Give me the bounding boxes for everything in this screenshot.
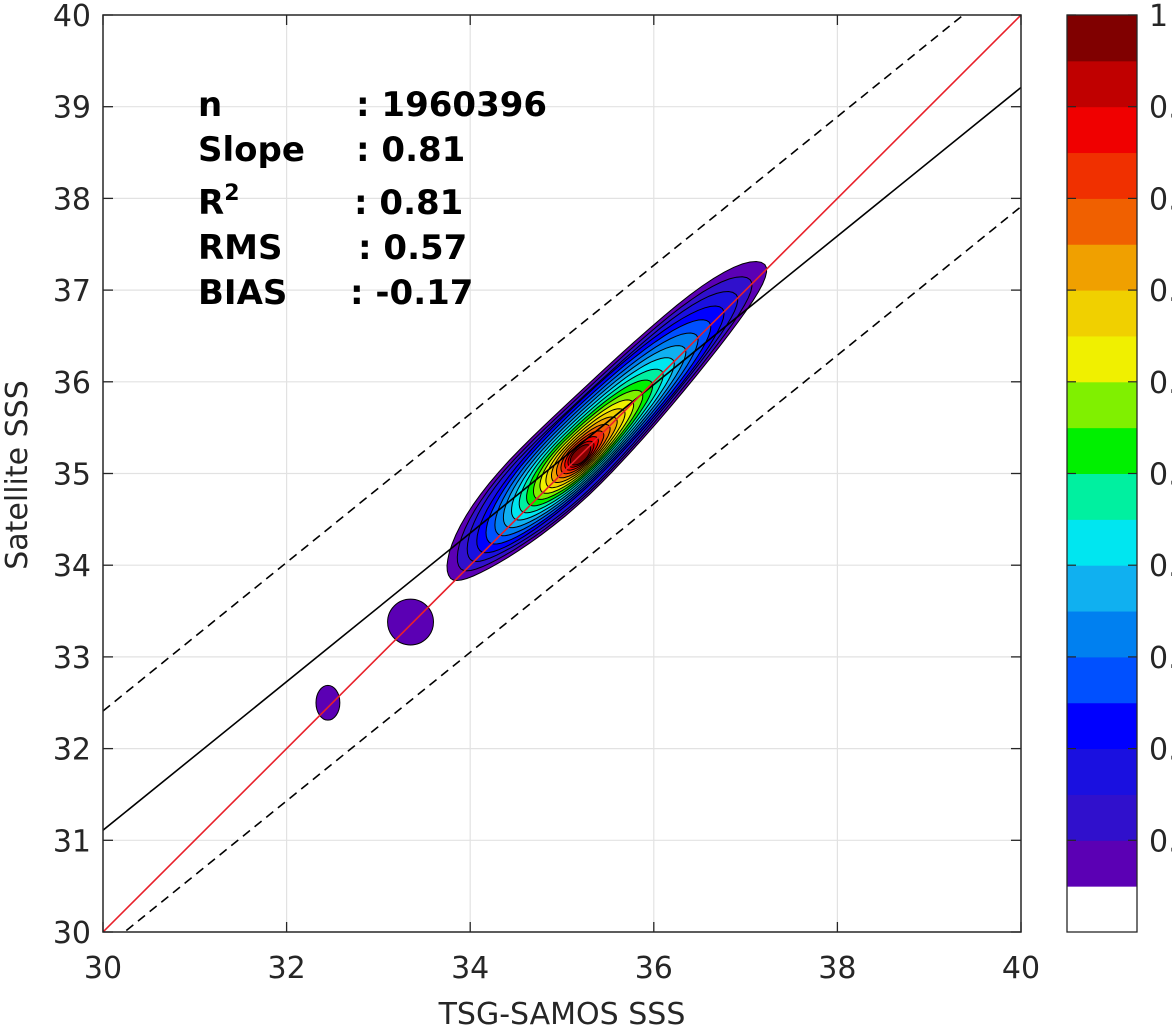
colorbar-tick-label: 1 xyxy=(1149,0,1168,34)
colorbar-tick-label: 0.9 xyxy=(1149,91,1172,126)
lower-bound-line xyxy=(123,206,1021,932)
y-tick-label: 35 xyxy=(53,458,91,493)
x-tick-label: 34 xyxy=(451,951,489,986)
y-tick-label: 34 xyxy=(53,549,91,584)
colorbar-segment xyxy=(1067,519,1137,566)
colorbar-segment xyxy=(1067,290,1137,337)
stat-n-value: : 1960396 xyxy=(356,85,547,125)
colorbar-tick-label: 0.6 xyxy=(1149,366,1172,401)
colorbar-segment xyxy=(1067,611,1137,658)
x-tick-label: 32 xyxy=(268,951,306,986)
stat-r2-value: : 0.81 xyxy=(354,183,463,223)
y-tick-label: 38 xyxy=(53,182,91,217)
stat-r2-label: R2 xyxy=(198,181,240,223)
colorbar-segment xyxy=(1067,702,1137,750)
colorbar-tick-label: 0.5 xyxy=(1149,458,1172,493)
y-tick-label: 39 xyxy=(53,91,91,126)
colorbar-segment xyxy=(1067,886,1137,933)
upper-bound-line xyxy=(103,15,965,712)
x-tick-label: 36 xyxy=(635,951,673,986)
y-tick-label: 32 xyxy=(53,733,91,768)
x-tick-label: 30 xyxy=(84,951,122,986)
stat-rms-label: RMS xyxy=(198,228,283,268)
y-tick-label: 36 xyxy=(53,366,91,401)
y-tick-label: 40 xyxy=(53,0,91,34)
colorbar xyxy=(1066,14,1138,933)
colorbar-tick-label: 0.2 xyxy=(1149,733,1172,768)
reference-lines xyxy=(103,15,1021,932)
y-axis-label: Satellite SSS xyxy=(0,380,35,570)
stat-n-label: n xyxy=(198,85,222,125)
y-tick-label: 30 xyxy=(53,916,91,951)
axis-ticks xyxy=(102,14,1022,933)
colorbar-segment xyxy=(1067,473,1137,520)
colorbar-segment xyxy=(1067,840,1137,887)
stat-bias-value: : -0.17 xyxy=(350,273,473,313)
x-axis-label: TSG-SAMOS SSS xyxy=(438,997,686,1028)
y-tick-label: 37 xyxy=(53,274,91,309)
colorbar-segment xyxy=(1067,152,1137,199)
colorbar-segment xyxy=(1067,335,1137,383)
colorbar-segment xyxy=(1067,381,1137,429)
colorbar-tick-label: 0.7 xyxy=(1149,274,1172,309)
stat-rms-value: : 0.57 xyxy=(358,228,467,268)
colorbar-segment xyxy=(1067,60,1137,108)
stat-slope-label: Slope xyxy=(198,130,305,170)
colorbar-segment xyxy=(1067,656,1137,704)
colorbar-tick-label: 0.3 xyxy=(1149,641,1172,676)
colorbar-segment xyxy=(1067,748,1137,795)
x-tick-label: 38 xyxy=(818,951,856,986)
colorbar-segment xyxy=(1067,565,1137,612)
colorbar-tick-label: 0.1 xyxy=(1149,824,1172,859)
regression-line xyxy=(103,86,1021,831)
colorbar-segment xyxy=(1067,198,1137,245)
y-tick-labels: 30 31 32 33 34 35 36 37 38 39 40 xyxy=(53,0,91,951)
density-blob xyxy=(315,684,341,721)
colorbar-tick-labels: 0.1 0.2 0.3 0.4 0.5 0.6 0.7 0.8 0.9 1 xyxy=(1149,0,1172,859)
x-tick-label: 40 xyxy=(1002,951,1040,986)
density-blob xyxy=(387,598,434,646)
colorbar-segment xyxy=(1067,794,1137,841)
y-tick-label: 31 xyxy=(53,824,91,859)
colorbar-segment xyxy=(1067,15,1137,62)
x-tick-labels: 30 32 34 36 38 40 xyxy=(84,951,1040,986)
stat-r2-base: R xyxy=(198,183,224,223)
colorbar-segment xyxy=(1067,427,1137,474)
colorbar-segment xyxy=(1067,106,1137,154)
stat-bias-label: BIAS xyxy=(198,273,287,313)
grid xyxy=(103,15,1021,932)
colorbar-tick-label: 0.4 xyxy=(1149,549,1172,584)
stat-slope-value: : 0.81 xyxy=(356,130,465,170)
stat-r2-superscript: 2 xyxy=(224,181,239,206)
colorbar-tick-label: 0.8 xyxy=(1149,182,1172,217)
statistics-box: n : 1960396 Slope : 0.81 R2 : 0.81 RMS :… xyxy=(198,85,547,313)
one-to-one-line xyxy=(103,15,1021,932)
y-tick-label: 33 xyxy=(53,641,91,676)
colorbar-segment xyxy=(1067,244,1137,291)
